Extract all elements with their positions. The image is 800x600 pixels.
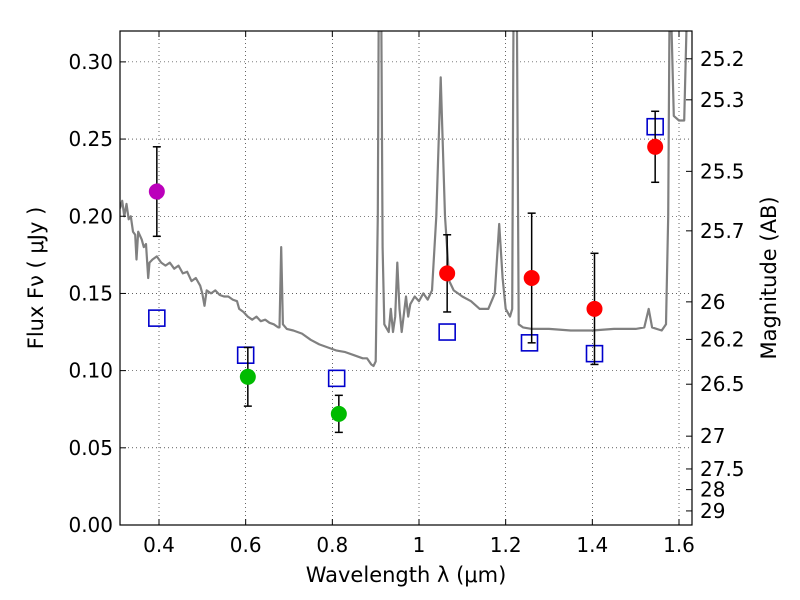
y-axis-label: Flux Fν ( μJy ) bbox=[24, 207, 48, 350]
model-square-marker bbox=[148, 309, 166, 327]
observed-point bbox=[647, 138, 664, 155]
mag-tick-label: 25.2 bbox=[700, 47, 745, 71]
mag-tick-label: 27 bbox=[700, 424, 725, 448]
y-tick-label: 0.30 bbox=[68, 50, 113, 74]
mag-tick-label: 26.5 bbox=[700, 372, 745, 396]
observed-point bbox=[439, 265, 456, 282]
mag-tick-label: 25.7 bbox=[700, 219, 745, 243]
spectrum-line bbox=[120, 31, 688, 368]
mag-tick-label: 27.5 bbox=[700, 457, 745, 481]
y-tick-label: 0.25 bbox=[68, 127, 113, 151]
x-tick-label: 1 bbox=[413, 533, 426, 557]
plot-area bbox=[120, 31, 688, 434]
observed-point bbox=[330, 405, 347, 422]
x-axis-label: Wavelength λ (μm) bbox=[306, 563, 507, 587]
model-square-marker bbox=[438, 323, 456, 341]
x-tick-label: 0.6 bbox=[230, 533, 262, 557]
axes-frame bbox=[119, 30, 693, 526]
mag-tick-label: 26 bbox=[700, 290, 725, 314]
x-tick-label: 0.8 bbox=[316, 533, 348, 557]
observed-point bbox=[148, 183, 165, 200]
mag-tick-label: 28 bbox=[700, 478, 725, 502]
x-tick-label: 1.2 bbox=[490, 533, 522, 557]
model-square-marker bbox=[520, 334, 539, 352]
y-tick-label: 0.00 bbox=[68, 513, 113, 537]
grid bbox=[120, 31, 692, 526]
y-tick-label: 0.15 bbox=[68, 281, 113, 305]
x-tick-label: 1.6 bbox=[663, 533, 695, 557]
observed-point bbox=[523, 270, 540, 286]
mag-tick-label: 25.5 bbox=[700, 159, 745, 183]
x-tick-label: 1.4 bbox=[576, 533, 608, 557]
mag-tick-label: 29 bbox=[700, 499, 725, 523]
plot-content bbox=[120, 31, 688, 434]
observed-point bbox=[239, 368, 256, 385]
y-tick-label: 0.05 bbox=[68, 436, 113, 460]
observed-point bbox=[586, 300, 603, 317]
y-tick-label: 0.20 bbox=[68, 204, 113, 228]
y-axis-right-label: Magnitude (AB) bbox=[757, 196, 781, 359]
model-square-marker bbox=[327, 369, 346, 388]
y-tick-label: 0.10 bbox=[68, 359, 113, 383]
x-tick-label: 0.4 bbox=[143, 533, 175, 557]
mag-tick-label: 25.3 bbox=[700, 88, 745, 112]
ticks: 0.4 0.6 0.8 1 1.2 1.4 1.6 0.00 0.05 0.10 0.15 0.20 0… bbox=[68, 31, 745, 557]
mag-tick-label: 26.2 bbox=[700, 327, 745, 351]
